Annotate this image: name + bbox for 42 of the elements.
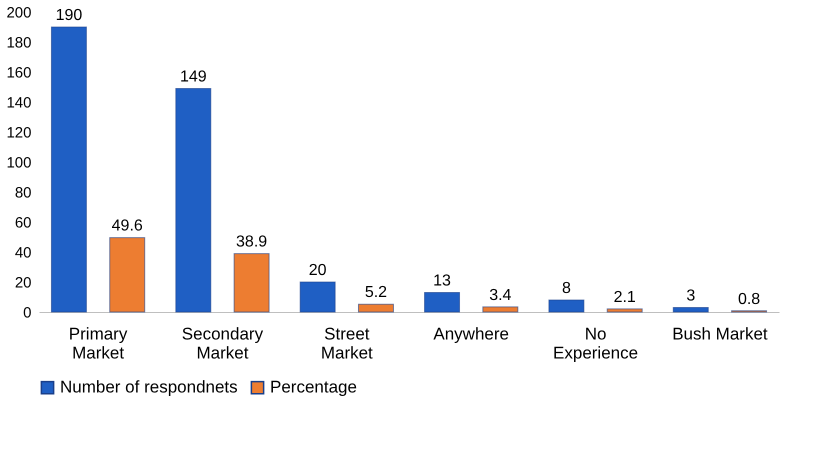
- bar: [482, 306, 518, 312]
- legend-label: Number of respondnets: [60, 378, 238, 397]
- bar: [234, 253, 270, 312]
- data-label: 5.2: [364, 284, 388, 302]
- y-tick-label: 0: [23, 304, 32, 322]
- data-label: 13: [433, 272, 452, 290]
- y-tick-label: 100: [6, 154, 32, 172]
- data-label: 190: [56, 7, 82, 24]
- data-label: 0.8: [738, 290, 760, 308]
- bar: [50, 26, 87, 312]
- data-label: 3: [686, 288, 696, 304]
- bar: [424, 292, 460, 312]
- y-tick-label: 140: [6, 94, 32, 112]
- data-label: 38.9: [236, 234, 268, 251]
- y-tick-label: 160: [6, 64, 32, 82]
- data-label: 49.6: [112, 218, 143, 235]
- x-tick-label: No Experience: [553, 324, 638, 362]
- bar: [672, 307, 709, 312]
- legend-label: Percentage: [270, 378, 357, 397]
- y-tick-label: 80: [14, 184, 32, 202]
- y-tick-label: 200: [6, 4, 32, 22]
- data-label: 149: [180, 68, 207, 86]
- data-label: 8: [562, 280, 571, 297]
- x-tick-label: Anywhere: [433, 324, 509, 344]
- bar: [358, 304, 394, 312]
- y-tick-label: 120: [6, 124, 32, 142]
- x-tick-label: Primary Market: [68, 324, 128, 362]
- y-tick-label: 40: [14, 244, 32, 262]
- y-tick-label: 20: [14, 274, 32, 292]
- data-label: 2.1: [614, 288, 636, 306]
- bar: [175, 88, 212, 312]
- y-tick-label: 60: [14, 214, 32, 232]
- data-label: 3.4: [489, 286, 512, 304]
- bar: [109, 237, 146, 312]
- data-label: 20: [308, 262, 327, 279]
- x-tick-label: Bush Market: [672, 324, 768, 344]
- x-tick-label: Street Market: [320, 324, 374, 362]
- bar: [300, 282, 336, 312]
- bar: [606, 308, 643, 312]
- bar: [548, 300, 584, 312]
- y-tick-label: 180: [6, 34, 32, 52]
- x-tick-label: Secondary Market: [182, 324, 264, 362]
